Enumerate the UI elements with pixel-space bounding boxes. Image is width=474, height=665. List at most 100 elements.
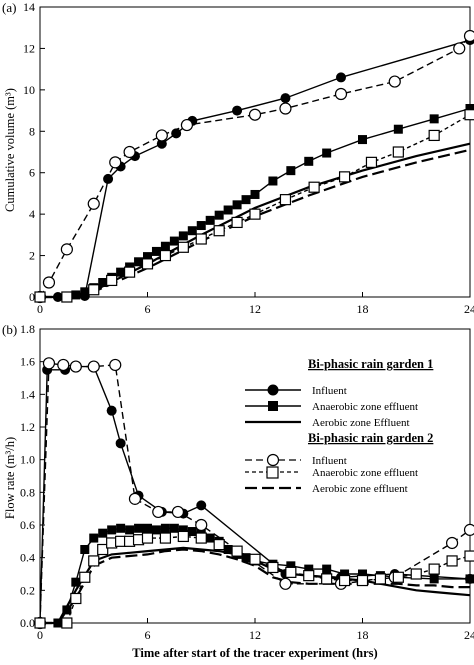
panel-a-series-rg1_anaerobic-point (80, 287, 90, 297)
panel-b-series-rg2_anaerobic-point (61, 617, 73, 629)
panel-b-series-rg2_anaerobic-point (97, 543, 109, 556)
panel-a-series-rg2_anaerobic-point (308, 181, 320, 193)
panel-a-series-rg1_influent-line (40, 39, 471, 298)
panel-a-series-rg1_anaerobic-point (160, 241, 170, 251)
panel-b-series-rg1_anaerobic-point (53, 618, 63, 628)
panel-b-series-rg2_anaerobic-point (267, 561, 279, 574)
panel-a-series-rg1_influent-point (103, 173, 114, 184)
panel-a-series-rg1_anaerobic-point (151, 246, 161, 256)
panel-a-series-rg1_influent-point (336, 72, 346, 83)
panel-a-series-rg1_anaerobic-point (268, 176, 278, 186)
panel-b-series-rg2_influent-point (69, 360, 82, 373)
panel-a-series-rg1_anaerobic-point (205, 215, 215, 225)
panel-b-series-rg1_anaerobic-point (134, 523, 144, 533)
panel-a-series-rg1_anaerobic-point (134, 257, 144, 267)
panel-b-series-rg1_anaerobic-point (223, 545, 233, 554)
panel-b-y-tick-label: 1.8 (20, 322, 35, 336)
panel-a-series-rg2_anaerobic-point (195, 233, 207, 245)
panel-a-series-rg1_anaerobic-point (71, 290, 81, 300)
panel-a-series-rg2_aerobic-line (40, 148, 471, 299)
panel-a-series-rg1_anaerobic-point (232, 200, 242, 210)
panel-a-series-rg2_anaerobic-point (365, 156, 378, 168)
panel-b-series-rg2_anaerobic-point (141, 532, 154, 544)
panel-a-series-rg2_influent-point (180, 118, 194, 132)
panel-a-x-tick-label: 0 (37, 302, 43, 316)
panel-b-series-rg2_anaerobic-point (213, 538, 225, 551)
legend-rg1-aerobic-label: Aerobic zone Effluent (312, 417, 410, 429)
panel-a-label: (a) (2, 0, 16, 15)
panel-b-series-rg1_anaerobic-point (205, 533, 215, 543)
panel-b-series-rg2_anaerobic-point (249, 553, 261, 565)
panel-b-x-axis-title: Time after start of the tracer experimen… (132, 646, 377, 660)
panel-a-series-rg1_anaerobic-line (40, 107, 471, 298)
panel-a-series-rg2_influent-point (87, 197, 100, 210)
panel-a-series-rg1_anaerobic-point (98, 278, 108, 287)
legend-rg2-anaerobic-label: Anaerobic zone effluent (312, 467, 418, 479)
panel-b-y-tick-label: 1.0 (20, 453, 35, 467)
legend-rg1-influent-label: Influent (312, 385, 347, 397)
panel-b-series-rg2_anaerobic-point (159, 532, 172, 544)
panel-a-series-rg2_anaerobic-point (177, 241, 189, 253)
panel-a-y-tick-label: 14 (23, 0, 35, 14)
panel-b-series-rg2_anaerobic-point (303, 570, 315, 582)
panel-b-series-rg2_influent-point (42, 357, 56, 370)
panel-a-series-rg2_influent-point (42, 276, 56, 289)
panel-a-series-rg2_influent-point (248, 108, 262, 121)
panel-b-y-tick-label: 0.6 (20, 518, 35, 532)
panel-a-series-rg2_anaerobic-point (61, 291, 73, 303)
panel-a-series-rg2_anaerobic-point (249, 208, 261, 220)
panel-b-y-tick-label: 0.8 (20, 485, 35, 499)
panel-b-x-tick-label: 12 (249, 628, 261, 642)
panel-b-series-rg2_influent-point (445, 536, 459, 550)
panel-b-y-tick-label: 1.6 (20, 355, 35, 369)
panel-b-x-tick-label: 24 (464, 628, 474, 642)
panel-b-x-tick-label: 6 (145, 628, 151, 642)
panel-a-series-rg1_anaerobic-point (196, 221, 206, 231)
panel-b-series-rg2_anaerobic-point (177, 530, 189, 543)
legend-rg2-anaerobic-marker (266, 466, 279, 479)
panel-b-chart: (b) Flow rate (m³/h) Time after start of… (2, 322, 474, 660)
panel-a-x-tick-label: 18 (357, 302, 369, 316)
panel-a-y-tick-label: 8 (29, 124, 35, 138)
panel-a-series-rg2_influent-point (334, 87, 348, 101)
panel-a-series-rg1_influent-point (156, 138, 167, 149)
panel-b-series-rg2_influent-point (195, 518, 208, 532)
panel-a-series-rg1_anaerobic-point (214, 210, 224, 220)
panel-a-series-rg2_anaerobic-point (159, 249, 172, 262)
panel-b-series-rg1_anaerobic-point (98, 528, 108, 538)
panel-a-chart: (a) Cumulative volume (m³) 0 6 12 18 2402468… (2, 0, 474, 316)
panel-b-series-rg2_anaerobic-point (70, 592, 82, 605)
panel-b-series-rg1_anaerobic-point (340, 569, 350, 579)
panel-b-series-rg2_influent-point (109, 358, 122, 372)
panel-b-series-rg2_anaerobic-point (88, 555, 100, 567)
panel-a-plot-frame (39, 6, 471, 298)
panel-a-series-rg2_anaerobic-point (88, 284, 100, 296)
panel-b-series-rg1_anaerobic-point (304, 564, 314, 574)
panel-b-series-rg2_anaerobic-point (321, 573, 333, 585)
panel-b-series-rg2_influent-point (87, 360, 100, 373)
panel-a-series-rg1_anaerobic-point (250, 189, 260, 199)
panel-a-series-rg2_anaerobic-point (123, 266, 136, 278)
panel-a-series-rg1_influent-point (52, 292, 63, 302)
panel-b-series-rg1_influent-point (196, 500, 207, 511)
legend-rg2-influent-label: Influent (312, 455, 347, 467)
panel-b-series-rg1_anaerobic-point (286, 561, 296, 571)
legend-group1-title: Bi-phasic rain garden 1 (308, 357, 433, 371)
panel-a-series-rg2_anaerobic-point (141, 258, 154, 270)
panel-b-series-rg1_anaerobic-point (358, 569, 367, 579)
panel-b-y-tick-label: 0.4 (20, 551, 35, 565)
panel-b-series-rg2_influent-point (171, 505, 185, 519)
panel-a-y-tick-label: 12 (23, 41, 35, 55)
panel-a-series-rg1_aerobic-line (40, 142, 471, 299)
panel-b-series-rg2_anaerobic-point (374, 573, 387, 585)
panel-a-series-rg1_influent-point (171, 128, 182, 139)
panel-b-series-rg1_anaerobic-point (160, 523, 170, 533)
panel-b-label: (b) (2, 322, 17, 337)
panel-a-series-rg2_anaerobic-point (106, 274, 118, 287)
panel-a-series-rg1_anaerobic-point (286, 166, 296, 176)
panel-b-series-rg2_aerobic-line (40, 548, 470, 625)
panel-b-series-rg1_anaerobic-point (143, 523, 152, 533)
panel-a-y-axis-title: Cumulative volume (m³) (3, 88, 17, 212)
panel-b-x-tick-label: 18 (357, 628, 369, 642)
